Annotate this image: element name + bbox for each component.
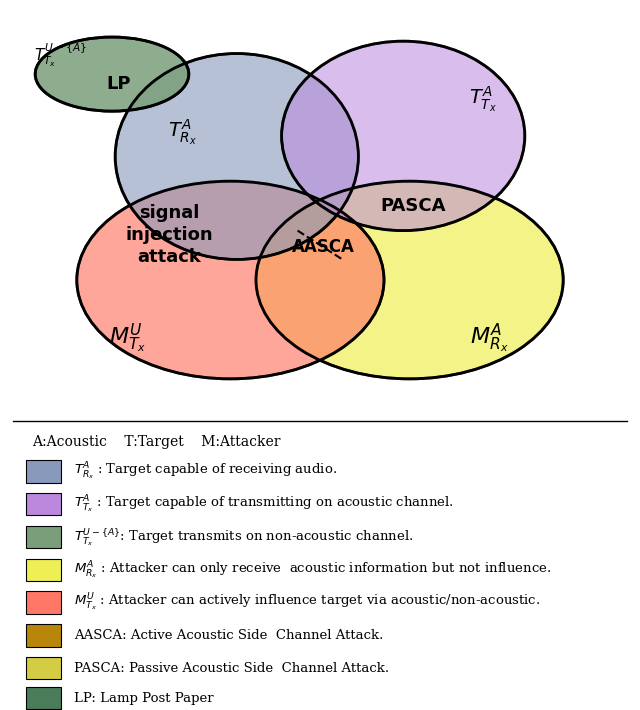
Text: $T_{T_x}^A$ : Target capable of transmitting on acoustic channel.: $T_{T_x}^A$ : Target capable of transmit… (74, 493, 454, 515)
Bar (26, 559, 61, 581)
Text: signal
injection
attack: signal injection attack (126, 204, 213, 266)
Bar (26, 526, 61, 548)
Text: $T_{R_x}^A$: $T_{R_x}^A$ (168, 117, 197, 147)
Text: A:Acoustic    T:Target    M:Attacker: A:Acoustic T:Target M:Attacker (32, 435, 280, 449)
Text: $T_{T_x}^{U-\{A\}}$: $T_{T_x}^{U-\{A\}}$ (35, 42, 87, 70)
Text: LP: LP (106, 75, 131, 94)
Bar (26, 591, 61, 614)
Bar (26, 624, 61, 647)
Text: PASCA: Passive Acoustic Side  Channel Attack.: PASCA: Passive Acoustic Side Channel Att… (74, 662, 388, 674)
Bar (26, 460, 61, 483)
Bar (26, 493, 61, 515)
Text: $T_{R_x}^A$ : Target capable of receiving audio.: $T_{R_x}^A$ : Target capable of receivin… (74, 461, 337, 482)
Ellipse shape (282, 41, 525, 231)
Text: $M_{T_x}^U$: $M_{T_x}^U$ (109, 321, 147, 354)
Bar (26, 687, 61, 709)
Ellipse shape (256, 181, 563, 379)
Text: $M_{R_x}^A$ : Attacker can only receive  acoustic information but not influence.: $M_{R_x}^A$ : Attacker can only receive … (74, 559, 551, 581)
Text: $M_{R_x}^A$: $M_{R_x}^A$ (470, 321, 509, 354)
Text: $M_{T_x}^U$ : Attacker can actively influence target via acoustic/non-acoustic.: $M_{T_x}^U$ : Attacker can actively infl… (74, 592, 540, 613)
Text: AASCA: Active Acoustic Side  Channel Attack.: AASCA: Active Acoustic Side Channel Atta… (74, 629, 383, 642)
Bar (26, 657, 61, 679)
Ellipse shape (35, 37, 189, 111)
Text: PASCA: PASCA (380, 197, 445, 215)
Text: $T_{T_x}^A$: $T_{T_x}^A$ (469, 84, 497, 114)
Text: LP: Lamp Post Paper: LP: Lamp Post Paper (74, 692, 213, 704)
Text: AASCA: AASCA (292, 238, 355, 256)
Ellipse shape (115, 53, 358, 259)
Ellipse shape (77, 181, 384, 379)
Text: $T_{T_x}^{U-\{A\}}$: Target transmits on non-acoustic channel.: $T_{T_x}^{U-\{A\}}$: Target transmits on… (74, 526, 413, 548)
